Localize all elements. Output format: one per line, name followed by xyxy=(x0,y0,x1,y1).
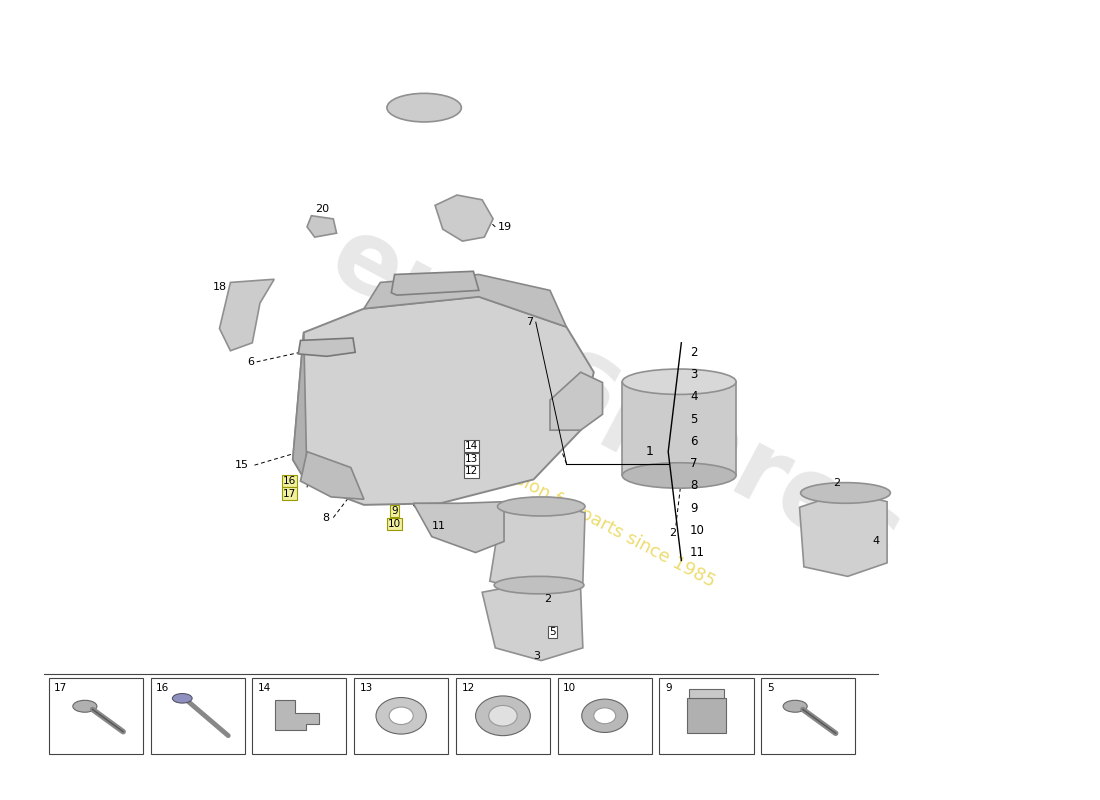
Text: 16: 16 xyxy=(156,683,169,693)
Text: 5: 5 xyxy=(767,683,773,693)
Text: 6: 6 xyxy=(248,357,254,367)
Bar xyxy=(761,678,856,754)
Polygon shape xyxy=(550,372,603,430)
Ellipse shape xyxy=(623,462,736,488)
Polygon shape xyxy=(392,271,478,295)
Text: 5: 5 xyxy=(549,627,556,637)
Polygon shape xyxy=(490,502,585,594)
Text: 3: 3 xyxy=(534,651,540,661)
Ellipse shape xyxy=(173,694,192,703)
Bar xyxy=(558,678,652,754)
Ellipse shape xyxy=(801,482,890,503)
Text: 9: 9 xyxy=(664,683,671,693)
Text: 10: 10 xyxy=(563,683,576,693)
Text: 15: 15 xyxy=(235,460,249,470)
Ellipse shape xyxy=(387,94,461,122)
Text: 14: 14 xyxy=(257,683,271,693)
Text: 11: 11 xyxy=(432,521,446,530)
Text: 10: 10 xyxy=(388,519,401,529)
Polygon shape xyxy=(307,216,337,237)
Ellipse shape xyxy=(376,698,427,734)
Ellipse shape xyxy=(488,706,517,726)
Bar xyxy=(252,678,346,754)
Polygon shape xyxy=(298,338,355,356)
Bar xyxy=(354,678,448,754)
Text: 14: 14 xyxy=(464,441,477,451)
Text: 3: 3 xyxy=(690,368,697,381)
Text: 12: 12 xyxy=(461,683,474,693)
Ellipse shape xyxy=(582,699,628,733)
Bar xyxy=(689,689,724,698)
Text: 17: 17 xyxy=(54,683,67,693)
Text: 13: 13 xyxy=(360,683,373,693)
Ellipse shape xyxy=(494,576,584,594)
Text: 1: 1 xyxy=(646,445,654,458)
Text: 20: 20 xyxy=(316,204,329,214)
Ellipse shape xyxy=(389,707,414,725)
Polygon shape xyxy=(293,297,594,505)
Text: 13: 13 xyxy=(464,454,477,464)
Text: 16: 16 xyxy=(283,476,296,486)
Text: 17: 17 xyxy=(283,489,296,498)
Text: a passion for parts since 1985: a passion for parts since 1985 xyxy=(470,447,718,591)
Text: 8: 8 xyxy=(690,479,697,492)
Polygon shape xyxy=(300,452,364,499)
Text: 11: 11 xyxy=(690,546,705,559)
Text: 6: 6 xyxy=(690,435,697,448)
Text: 8: 8 xyxy=(322,513,329,522)
Polygon shape xyxy=(364,274,566,327)
Text: 9: 9 xyxy=(392,506,398,516)
Text: 10: 10 xyxy=(690,524,705,537)
Text: eurospares: eurospares xyxy=(314,209,917,591)
Text: 19: 19 xyxy=(497,222,512,232)
Text: 2: 2 xyxy=(669,529,676,538)
Text: 4: 4 xyxy=(872,537,880,546)
Polygon shape xyxy=(275,700,319,730)
Text: 7: 7 xyxy=(690,457,697,470)
Text: 9: 9 xyxy=(690,502,697,514)
Text: 12: 12 xyxy=(464,466,477,477)
Bar xyxy=(455,678,550,754)
Text: 18: 18 xyxy=(213,282,227,292)
Bar xyxy=(686,698,726,734)
Bar xyxy=(151,678,244,754)
Ellipse shape xyxy=(497,497,585,516)
Bar xyxy=(48,678,143,754)
Ellipse shape xyxy=(594,708,616,724)
Polygon shape xyxy=(220,279,274,350)
Text: 2: 2 xyxy=(833,478,840,489)
Ellipse shape xyxy=(475,696,530,736)
Polygon shape xyxy=(414,502,504,553)
Polygon shape xyxy=(482,581,583,661)
Ellipse shape xyxy=(623,369,736,394)
Text: 2: 2 xyxy=(690,346,697,359)
Text: 2: 2 xyxy=(544,594,551,604)
Ellipse shape xyxy=(783,700,807,712)
Text: 7: 7 xyxy=(527,317,534,327)
Polygon shape xyxy=(623,382,736,475)
Text: 5: 5 xyxy=(690,413,697,426)
Polygon shape xyxy=(293,333,307,483)
Bar xyxy=(659,678,754,754)
Polygon shape xyxy=(800,491,887,576)
Ellipse shape xyxy=(73,700,97,712)
Text: 4: 4 xyxy=(690,390,697,403)
Polygon shape xyxy=(436,195,493,241)
